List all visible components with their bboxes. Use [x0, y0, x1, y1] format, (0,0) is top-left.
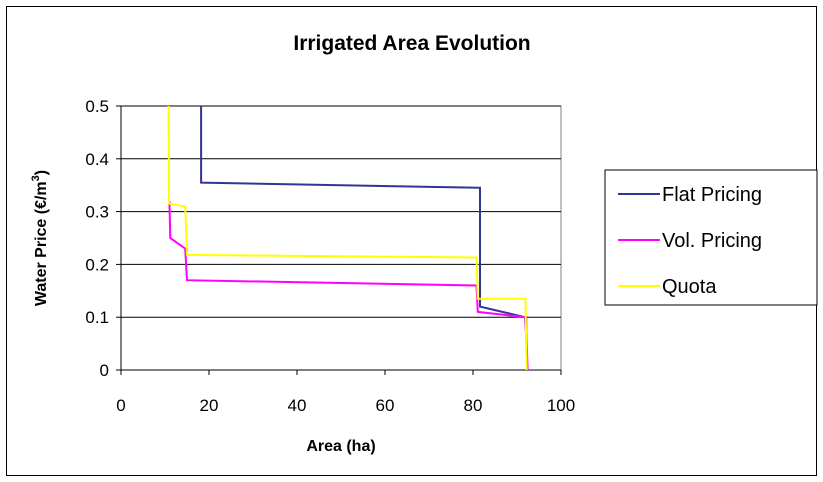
legend-label-quota: Quota: [662, 276, 717, 298]
chart-title: Irrigated Area Evolution: [293, 32, 530, 55]
legend: Flat Pricing Vol. Pricing Quota: [604, 169, 818, 306]
x-axis-title: Area (ha): [306, 438, 375, 455]
axes: [120, 106, 561, 371]
series-line-quota: [167, 105, 528, 371]
legend-label-flat-pricing: Flat Pricing: [662, 184, 762, 206]
y-tick-label-2: 0.2: [85, 255, 109, 274]
y-tick-label-3: 0.3: [85, 203, 109, 222]
x-tick-label-3: 60: [376, 396, 395, 415]
legend-label-vol-pricing: Vol. Pricing: [662, 230, 762, 252]
y-tick-label-4: 0.4: [85, 150, 109, 169]
x-tick-label-2: 40: [288, 396, 307, 415]
x-tick-label-1: 20: [200, 396, 219, 415]
gridlines: [121, 105, 561, 318]
series-lines: [167, 105, 529, 371]
y-tick-label-5: 0.5: [85, 97, 109, 116]
x-tick-label-5: 100: [547, 396, 575, 415]
x-tick-label-0: 0: [116, 396, 125, 415]
y-axis-title: Water Price (€/m3): [30, 170, 50, 306]
y-tick-label-0: 0: [100, 361, 109, 380]
y-axis-title-main: Water Price (€/m: [33, 181, 50, 306]
legend-box: [604, 169, 818, 306]
y-tick-label-1: 0.1: [85, 308, 109, 327]
y-axis-ticks: 0 0.1 0.2 0.3 0.4 0.5: [85, 97, 121, 380]
y-axis-title-superscript: 3: [30, 175, 42, 181]
plot-area: [120, 105, 562, 371]
y-axis-title-end: ): [33, 170, 50, 175]
x-tick-label-4: 80: [464, 396, 483, 415]
x-axis-ticks: 0 20 40 60 80 100: [116, 370, 575, 415]
